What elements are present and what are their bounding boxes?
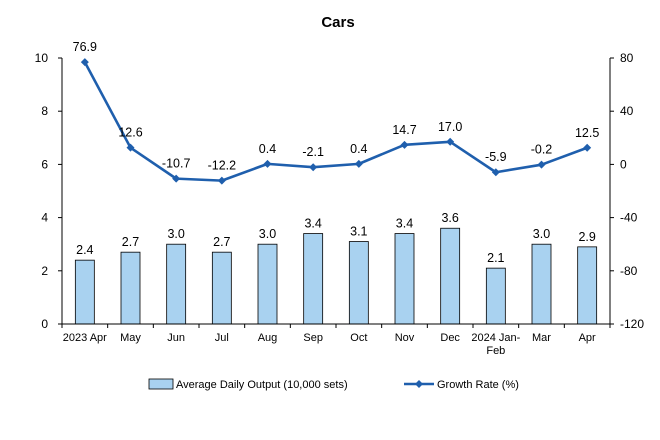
right-axis-tick-label: 0 — [620, 157, 627, 171]
line-point — [263, 159, 272, 168]
line-point — [537, 160, 546, 169]
bar-data-label: 2.7 — [213, 235, 230, 249]
line-data-label: 17.0 — [438, 120, 462, 134]
line-data-label: -12.2 — [208, 159, 237, 173]
bar — [211, 251, 232, 325]
line-point — [126, 143, 135, 152]
bar-data-label: 3.0 — [167, 227, 184, 241]
right-axis-tick-label: -120 — [620, 317, 644, 331]
x-axis-tick-label: May — [120, 332, 141, 344]
bar — [440, 227, 461, 325]
right-axis-tick-label: -80 — [620, 264, 638, 278]
bar-data-label: 2.7 — [122, 235, 139, 249]
line-point — [446, 137, 455, 146]
x-axis-tick-label: 2023 Apr — [63, 332, 107, 344]
bar — [166, 243, 187, 325]
growth-rate-line — [83, 61, 588, 182]
bar — [74, 259, 95, 325]
legend-line-label: Growth Rate (%) — [437, 379, 519, 391]
left-axis-tick-label: 0 — [41, 317, 48, 331]
x-axis-tick-label: Jul — [215, 332, 229, 344]
line-point — [80, 58, 89, 67]
axes-layer: 0 2 4 6 8 10 -120 -80 -40 0 40 80 2023 Apr May Jun Jul A… — [35, 51, 645, 357]
bar — [394, 233, 415, 325]
line-point — [354, 159, 363, 168]
bar — [257, 243, 278, 325]
chart-title: Cars — [321, 14, 354, 31]
right-axis-tick-label: -40 — [620, 211, 638, 225]
line-data-label: 12.5 — [575, 126, 599, 140]
bar — [120, 251, 141, 325]
line-point — [400, 140, 409, 149]
legend-bar-swatch — [148, 378, 174, 390]
line-data-label: 0.4 — [350, 142, 367, 156]
line-point — [309, 163, 318, 172]
bar-data-label: 3.0 — [259, 227, 276, 241]
line-data-label: -2.1 — [302, 145, 324, 159]
bar — [485, 267, 506, 325]
right-axis-tick-label: 80 — [620, 51, 634, 65]
left-axis-tick-label: 10 — [35, 51, 49, 65]
labels-layer: 2.4 2.7 3.0 2.7 3.0 3.4 3.1 3.4 3.6 2.1 3.0 2.9 76.9… — [73, 40, 600, 265]
x-axis-tick-label: Nov — [395, 332, 415, 344]
line-point — [217, 176, 226, 185]
x-axis-tick-label: 2024 Jan-Feb — [471, 332, 520, 357]
line-point — [583, 143, 592, 152]
left-axis-tick-label: 6 — [41, 157, 48, 171]
bar — [531, 243, 552, 325]
left-axis-tick-label: 4 — [41, 211, 48, 225]
left-axis-tick-label: 2 — [41, 264, 48, 278]
bar-data-label: 3.6 — [441, 211, 458, 225]
bar — [577, 246, 598, 325]
line-point — [491, 168, 500, 177]
line-data-label: -10.7 — [162, 157, 191, 171]
right-axis-tick-label: 40 — [620, 104, 634, 118]
line-data-label: 14.7 — [392, 123, 416, 137]
line-data-label: 12.6 — [118, 126, 142, 140]
x-axis-tick-label: Mar — [532, 332, 551, 344]
legend: Average Daily Output (10,000 sets) Growth… — [148, 378, 519, 391]
bar — [348, 241, 369, 325]
line-data-label: 0.4 — [259, 142, 276, 156]
x-axis-tick-label: Jun — [167, 332, 185, 344]
line-point — [172, 174, 181, 183]
left-axis-tick-label: 8 — [41, 104, 48, 118]
x-axis-tick-label: Sep — [303, 332, 323, 344]
bar-data-label: 3.0 — [533, 227, 550, 241]
line-data-label: -0.2 — [531, 143, 553, 157]
bar-data-label: 3.1 — [350, 225, 367, 239]
x-axis-tick-label: Dec — [440, 332, 460, 344]
bars-layer — [74, 227, 598, 325]
bar — [303, 233, 324, 325]
x-axis-tick-label: Oct — [350, 332, 367, 344]
x-axis-tick-label: Apr — [579, 332, 596, 344]
legend-bar-label: Average Daily Output (10,000 sets) — [176, 379, 348, 391]
bar-data-label: 2.1 — [487, 251, 504, 265]
line-data-label: -5.9 — [485, 150, 507, 164]
bar-data-label: 2.4 — [76, 243, 93, 257]
legend-line-marker — [415, 380, 423, 388]
bar-data-label: 3.4 — [396, 217, 413, 231]
x-axis-tick-label: Aug — [258, 332, 278, 344]
line-layer — [80, 58, 592, 185]
bar-data-label: 3.4 — [304, 217, 321, 231]
bar-data-label: 2.9 — [578, 230, 595, 244]
line-data-label: 76.9 — [73, 40, 97, 54]
